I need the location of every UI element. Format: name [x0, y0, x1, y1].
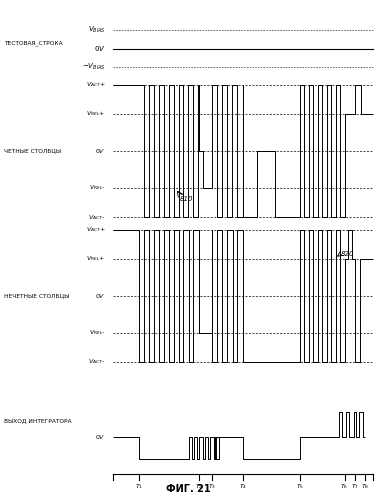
Text: $T_3$: $T_3$ [208, 482, 216, 491]
Text: $V_{BIAS}$: $V_{BIAS}$ [88, 25, 106, 35]
Text: $0V$: $0V$ [95, 433, 106, 441]
Text: ЧЕТНЫЕ СТОЛБЦЫ: ЧЕТНЫЕ СТОЛБЦЫ [4, 148, 61, 154]
Text: $V_{REL}$+: $V_{REL}$+ [86, 254, 106, 263]
Text: $0V$: $0V$ [95, 291, 106, 300]
Text: ФИГ. 21: ФИГ. 21 [166, 484, 211, 494]
Text: ВЫХОД ИНТЕГРАТОРА: ВЫХОД ИНТЕГРАТОРА [4, 418, 71, 423]
Text: $0V$: $0V$ [94, 44, 106, 53]
Text: $T_2$: $T_2$ [195, 482, 203, 491]
Text: $V_{ACT}$+: $V_{ACT}$+ [86, 225, 106, 234]
Text: $T_4$: $T_4$ [239, 482, 247, 491]
Text: $T_5$: $T_5$ [296, 482, 305, 491]
Text: $-V_{BIAS}$: $-V_{BIAS}$ [82, 62, 106, 72]
Text: $V_{ACT}$-: $V_{ACT}$- [88, 357, 106, 366]
Text: $V_{REL}$-: $V_{REL}$- [89, 184, 106, 193]
Text: $T_6$: $T_6$ [340, 482, 349, 491]
Text: 810: 810 [179, 197, 193, 203]
Text: 820: 820 [340, 251, 354, 257]
Text: НЕЧЕТНЫЕ СТОЛБЦЫ: НЕЧЕТНЫЕ СТОЛБЦЫ [4, 293, 69, 298]
Text: $V_{ACT}$+: $V_{ACT}$+ [86, 80, 106, 89]
Text: $0V$: $0V$ [95, 147, 106, 155]
Text: $T_1$: $T_1$ [135, 482, 143, 491]
Text: ТЕСТОВАЯ_СТРОКА: ТЕСТОВАЯ_СТРОКА [4, 40, 63, 46]
Text: $T_7$: $T_7$ [351, 482, 359, 491]
Text: $T_8$: $T_8$ [361, 482, 369, 491]
Text: $V_{REL}$+: $V_{REL}$+ [86, 109, 106, 118]
Text: $V_{ACT}$-: $V_{ACT}$- [88, 213, 106, 222]
Text: $V_{REL}$-: $V_{REL}$- [89, 328, 106, 337]
